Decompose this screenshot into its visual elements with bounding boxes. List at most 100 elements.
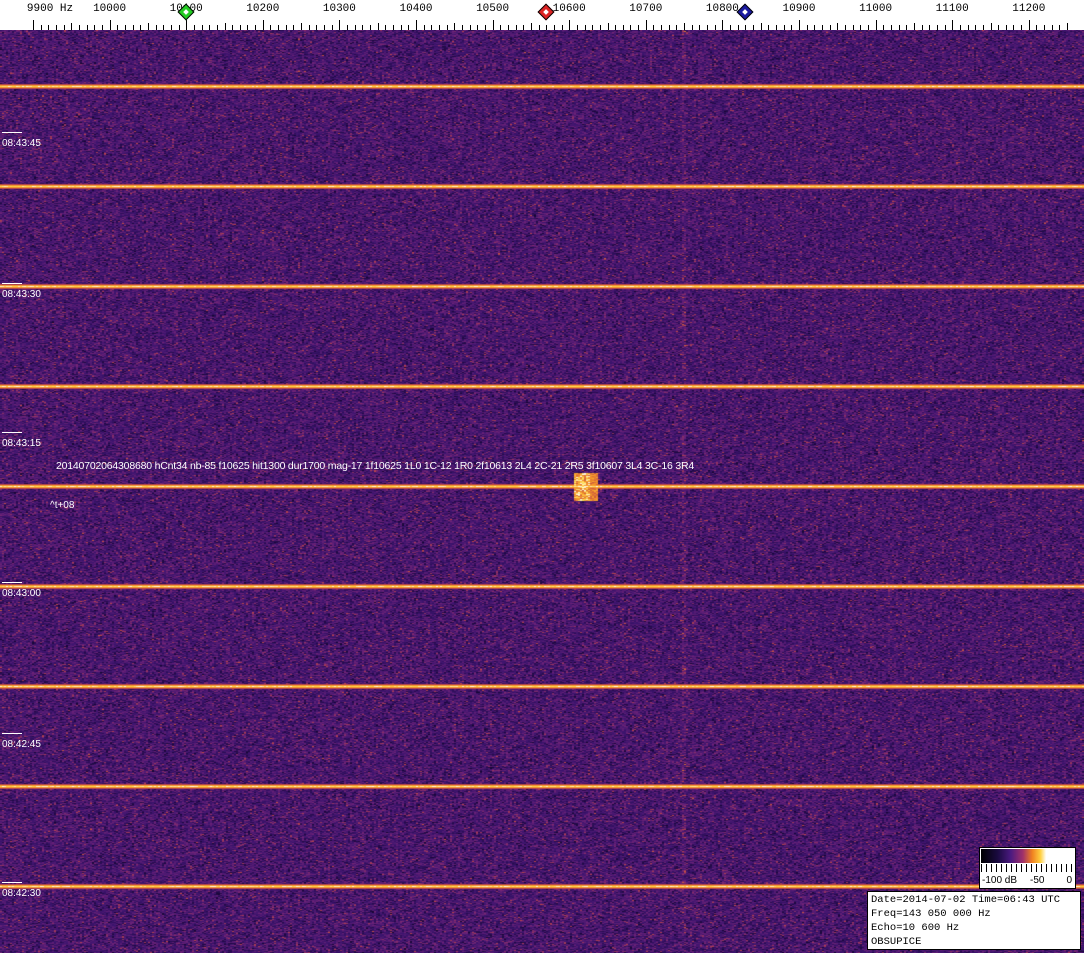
axis-tick [194,25,195,30]
frequency-label: 10400 [399,3,433,15]
axis-tick [110,20,111,30]
axis-tick [516,25,517,30]
axis-tick [1013,25,1014,30]
axis-tick [332,25,333,30]
axis-tick [270,25,271,30]
axis-tick [845,25,846,30]
frequency-label: 10500 [476,3,510,15]
axis-tick [87,25,88,30]
axis-tick [577,25,578,30]
axis-tick [102,25,103,30]
axis-tick [240,25,241,30]
axis-tick [117,25,118,30]
axis-tick [186,20,187,30]
waterfall-spectrogram[interactable] [0,30,1084,953]
frequency-label: 10600 [552,3,586,15]
time-label: 08:42:45 [2,733,41,750]
axis-tick [263,20,264,30]
color-scale-legend: -100 dB -50 0 [979,847,1076,889]
axis-tick [286,25,287,30]
axis-tick [156,25,157,30]
frequency-label: 10000 [93,3,127,15]
axis-tick [661,25,662,30]
frequency-line: Freq=143 050 000 Hz [871,908,991,920]
axis-tick [470,25,471,30]
axis-tick [278,25,279,30]
frequency-axis: 9900 Hz 10000101001020010300104001050010… [0,0,1084,30]
frequency-marker-icon[interactable] [736,3,754,21]
axis-tick [431,25,432,30]
axis-tick [608,23,609,30]
axis-tick [807,25,808,30]
axis-tick [232,25,233,30]
axis-tick [975,25,976,30]
frequency-label: 11100 [935,3,969,15]
axis-tick [914,23,915,30]
frequency-unit-label: 9900 Hz [26,3,74,15]
axis-tick [600,25,601,30]
axis-tick [523,25,524,30]
axis-tick [454,23,455,30]
axis-tick [929,25,930,30]
axis-tick [1044,25,1045,30]
axis-tick [822,25,823,30]
echo-line: Echo=10 600 Hz [871,922,960,934]
axis-tick [699,25,700,30]
axis-tick [784,25,785,30]
color-gradient [981,849,1074,863]
axis-tick [945,25,946,30]
axis-tick [225,23,226,30]
axis-tick [171,25,172,30]
axis-tick [853,25,854,30]
axis-tick [339,20,340,30]
axis-tick [937,25,938,30]
legend-min: -100 dB [982,875,1018,886]
axis-tick [638,25,639,30]
axis-tick [646,20,647,30]
axis-tick [669,25,670,30]
axis-tick [715,25,716,30]
axis-tick [1059,25,1060,30]
axis-tick [991,23,992,30]
axis-tick [952,20,953,30]
frequency-label: 10900 [782,3,816,15]
axis-tick [592,25,593,30]
frequency-label: 11000 [859,3,893,15]
station-line: OBSUPICE [871,936,922,948]
legend-max: 0 [1066,875,1072,886]
axis-tick [554,25,555,30]
axis-tick [71,23,72,30]
axis-tick [148,23,149,30]
axis-tick [922,25,923,30]
axis-tick [362,25,363,30]
axis-tick [416,20,417,30]
axis-tick [799,20,800,30]
axis-tick [140,25,141,30]
axis-tick [830,25,831,30]
axis-tick [868,25,869,30]
axis-tick [876,20,877,30]
axis-tick [837,23,838,30]
axis-tick [960,25,961,30]
axis-tick [1036,25,1037,30]
axis-tick [408,25,409,30]
time-label: 08:42:30 [2,882,41,899]
axis-tick [385,25,386,30]
axis-tick [209,25,210,30]
axis-tick [247,25,248,30]
axis-tick [462,25,463,30]
axis-tick [485,25,486,30]
axis-tick [125,25,126,30]
time-offset-label: ^t+08 [50,500,75,511]
axis-tick [791,25,792,30]
axis-tick [293,25,294,30]
meteor-detection-annotation: 20140702064308680 hCnt34 nb-85 f10625 hi… [56,460,694,472]
legend-ticks [981,864,1074,872]
axis-tick [179,25,180,30]
axis-tick [753,25,754,30]
axis-tick [745,25,746,30]
axis-tick [309,25,310,30]
axis-tick [217,25,218,30]
axis-tick [447,25,448,30]
axis-tick [860,25,861,30]
